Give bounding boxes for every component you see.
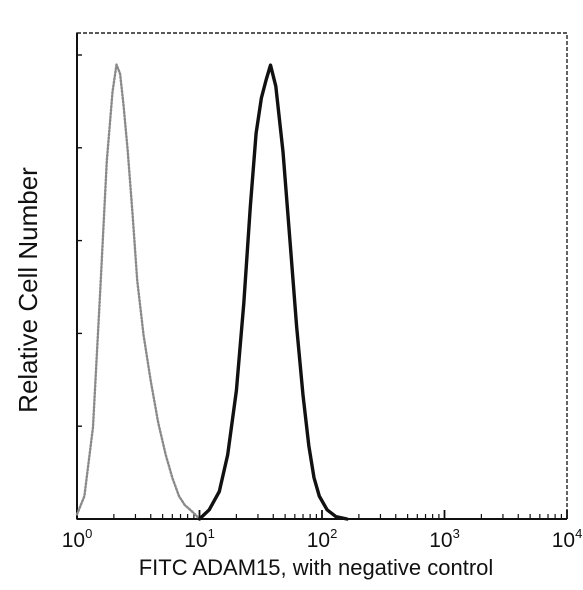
y-axis-title: Relative Cell Number xyxy=(13,167,43,413)
x-axis-ticks xyxy=(76,510,568,519)
x-tick-label: 100 xyxy=(62,526,93,552)
x-tick-label: 101 xyxy=(184,526,215,552)
negative-control-histogram-line xyxy=(75,63,201,521)
plot-frame xyxy=(76,32,568,520)
series-layer xyxy=(75,63,349,521)
x-tick-labels: 100 101 102 103 104 xyxy=(62,526,583,552)
plot-area-border xyxy=(76,32,568,520)
x-tick-label: 102 xyxy=(307,526,338,552)
x-tick-label: 103 xyxy=(429,526,460,552)
adam15-histogram-line xyxy=(197,63,349,521)
x-axis-title: FITC ADAM15, with negative control xyxy=(139,555,494,580)
x-tick-label: 104 xyxy=(552,526,583,552)
